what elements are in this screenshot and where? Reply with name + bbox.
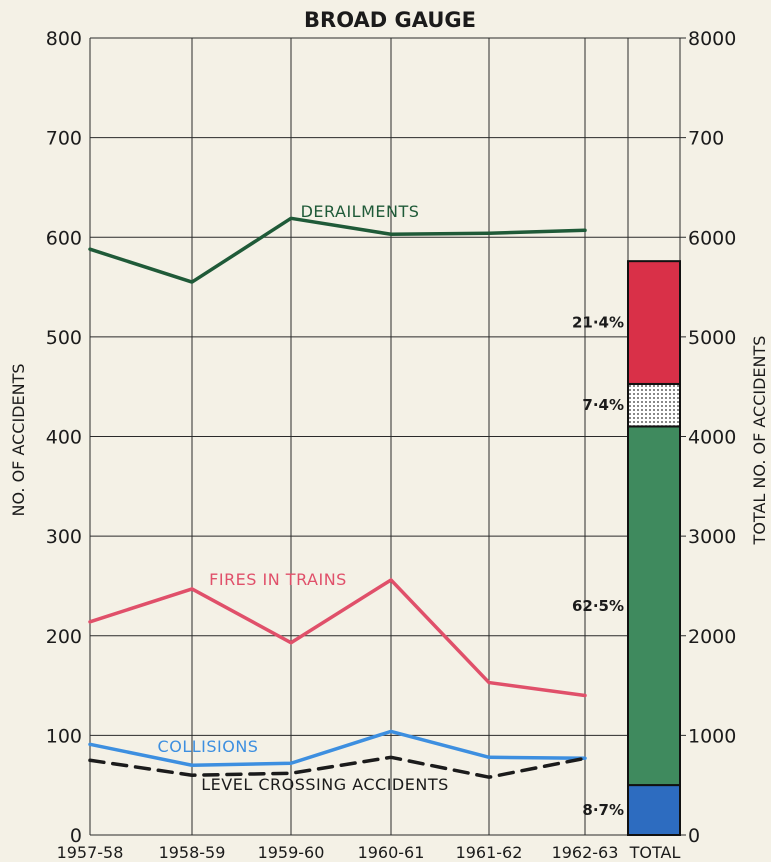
x-tick-label: 1958-59 (159, 843, 226, 862)
y-tick-label-right: 8000 (688, 28, 736, 50)
total-bar-percent-label: 7·4% (582, 396, 624, 414)
y-axis-label-right: TOTAL NO. OF ACCIDENTS (750, 336, 769, 546)
x-tick-label: 1957-58 (57, 843, 124, 862)
y-tick-label: 500 (46, 327, 82, 349)
y-tick-label-right: 3000 (688, 526, 736, 548)
x-tick-label: 1961-62 (456, 843, 523, 862)
total-bar-segment (627, 260, 681, 385)
series-label: COLLISIONS (158, 737, 259, 756)
series-line (88, 216, 587, 284)
y-tick-label-right: 4000 (688, 427, 736, 449)
total-bar-percent-label: 8·7% (582, 801, 624, 819)
y-tick-label-right: 6000 (688, 227, 736, 249)
total-bar (627, 260, 681, 837)
y-tick-label: 100 (46, 725, 82, 747)
y-tick-label-right: 0 (688, 825, 700, 847)
y-tick-label: 600 (46, 227, 82, 249)
total-bar-segment (627, 425, 681, 787)
chart-title: BROAD GAUGE (304, 8, 476, 32)
series-line (88, 755, 587, 779)
total-bar-segment (627, 784, 681, 837)
y-tick-label-right: 5000 (688, 327, 736, 349)
y-tick-label-right: 1000 (688, 725, 736, 747)
label-layer: 0100200300400500600700800010002000300040… (46, 28, 737, 862)
y-tick-label: 0 (70, 825, 82, 847)
total-bar-percent-label: 21·4% (572, 314, 624, 332)
x-tick-label: 1962-63 (552, 843, 619, 862)
y-tick-label: 400 (46, 427, 82, 449)
series-label: DERAILMENTS (301, 202, 420, 221)
grid-layer (89, 37, 686, 836)
y-tick-label: 700 (46, 128, 82, 150)
x-tick-label: 1959-60 (258, 843, 325, 862)
series-layer (88, 216, 587, 779)
series-line (88, 578, 587, 698)
y-axis-label-left: NO. OF ACCIDENTS (9, 363, 28, 516)
y-tick-label: 200 (46, 626, 82, 648)
series-line (88, 729, 587, 768)
y-tick-label-right: 700 (688, 128, 724, 150)
y-tick-label-right: 2000 (688, 626, 736, 648)
total-bar-percent-label: 62·5% (572, 597, 624, 615)
series-label: LEVEL CROSSING ACCIDENTS (201, 775, 449, 794)
y-tick-label: 300 (46, 526, 82, 548)
x-tick-label: 1960-61 (358, 843, 425, 862)
total-bar-segment (627, 382, 681, 428)
x-tick-label: TOTAL (629, 843, 681, 862)
y-tick-label: 800 (46, 28, 82, 50)
series-label: FIRES IN TRAINS (209, 570, 347, 589)
